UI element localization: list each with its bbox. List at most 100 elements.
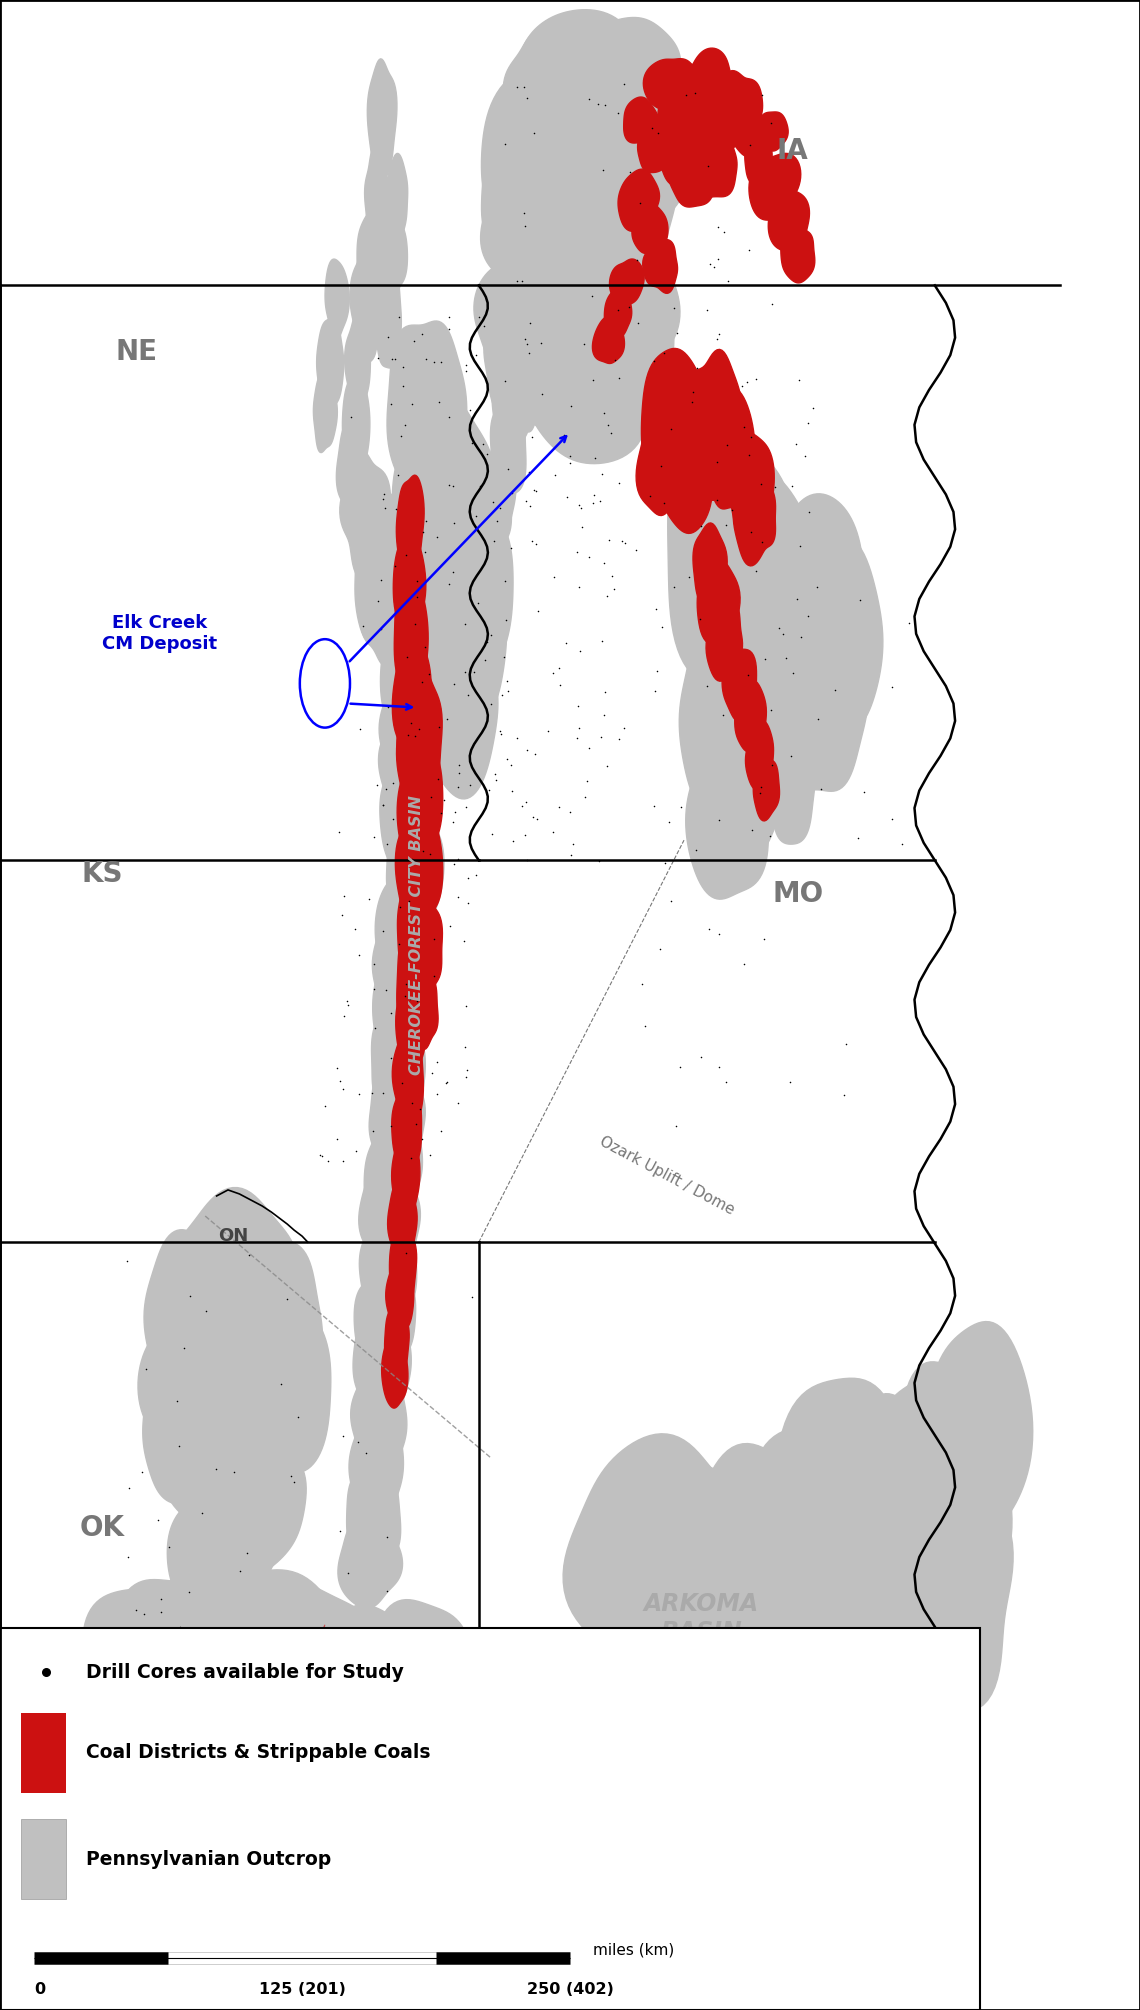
Point — [376, 774, 394, 806]
Point — [272, 1369, 291, 1401]
Point — [628, 243, 646, 275]
Polygon shape — [385, 153, 408, 243]
Point — [410, 714, 429, 746]
Polygon shape — [679, 605, 767, 812]
Polygon shape — [380, 661, 445, 792]
Point — [578, 766, 596, 798]
Point — [708, 324, 726, 356]
Point — [687, 834, 706, 866]
Polygon shape — [668, 135, 719, 207]
Point — [685, 76, 703, 109]
Point — [529, 595, 547, 627]
Point — [747, 555, 765, 587]
Point — [350, 1077, 368, 1110]
Point — [740, 438, 758, 470]
Point — [386, 492, 405, 525]
Polygon shape — [610, 259, 644, 306]
Point — [684, 376, 702, 408]
Polygon shape — [779, 615, 869, 792]
Point — [225, 1455, 243, 1487]
Polygon shape — [314, 372, 337, 452]
Text: ON: ON — [219, 1228, 249, 1244]
Point — [333, 898, 351, 931]
Point — [377, 1522, 396, 1554]
Point — [742, 517, 760, 549]
Point — [526, 738, 544, 770]
Point — [446, 796, 464, 828]
Polygon shape — [508, 297, 542, 432]
Point — [662, 884, 681, 917]
Point — [449, 842, 467, 874]
Polygon shape — [249, 1304, 331, 1473]
Polygon shape — [357, 215, 385, 314]
Point — [457, 1061, 475, 1093]
Polygon shape — [372, 1007, 425, 1124]
Point — [282, 1459, 300, 1491]
Point — [496, 366, 514, 398]
Point — [515, 70, 534, 103]
Point — [609, 293, 627, 326]
Point — [391, 420, 409, 452]
Polygon shape — [828, 1393, 954, 1656]
Point — [676, 78, 694, 111]
Point — [390, 929, 408, 961]
Polygon shape — [510, 111, 659, 291]
Polygon shape — [865, 1433, 980, 1662]
Point — [197, 1294, 215, 1327]
Point — [475, 643, 494, 675]
Point — [518, 82, 536, 115]
Polygon shape — [483, 291, 604, 432]
Point — [440, 302, 458, 334]
Point — [710, 804, 728, 836]
Point — [396, 410, 414, 442]
Polygon shape — [486, 430, 516, 535]
Point — [488, 505, 506, 537]
Point — [430, 712, 448, 744]
Point — [596, 675, 614, 708]
Point — [523, 420, 542, 452]
Point — [701, 247, 719, 279]
Point — [408, 985, 426, 1017]
Point — [681, 561, 699, 593]
Point — [383, 342, 401, 374]
Point — [316, 1089, 334, 1122]
Point — [421, 838, 439, 870]
Polygon shape — [674, 1516, 809, 1702]
Polygon shape — [685, 350, 742, 500]
Point — [430, 386, 448, 418]
Point — [583, 279, 601, 312]
Polygon shape — [593, 318, 625, 364]
Point — [699, 293, 717, 326]
Polygon shape — [481, 66, 617, 247]
Polygon shape — [355, 1268, 416, 1377]
Point — [766, 470, 784, 502]
Point — [382, 388, 400, 420]
Polygon shape — [701, 90, 748, 151]
Point — [339, 985, 357, 1017]
Point — [458, 862, 477, 894]
Polygon shape — [162, 1369, 272, 1528]
Point — [708, 484, 726, 517]
Point — [534, 378, 552, 410]
Point — [549, 651, 568, 683]
Point — [556, 627, 575, 659]
Point — [408, 581, 426, 613]
Point — [781, 1065, 799, 1097]
Point — [518, 734, 536, 766]
Point — [347, 1136, 365, 1168]
Point — [520, 456, 538, 488]
Point — [459, 886, 478, 919]
Polygon shape — [359, 1214, 417, 1327]
Point — [391, 890, 409, 923]
Polygon shape — [620, 1457, 803, 1682]
Polygon shape — [123, 1576, 275, 1719]
Point — [595, 699, 613, 732]
Polygon shape — [667, 64, 723, 139]
Point — [181, 1280, 199, 1313]
Point — [441, 911, 459, 943]
Point — [616, 68, 634, 100]
Point — [457, 790, 475, 822]
Polygon shape — [749, 153, 800, 221]
Point — [671, 790, 690, 822]
Point — [528, 804, 546, 836]
